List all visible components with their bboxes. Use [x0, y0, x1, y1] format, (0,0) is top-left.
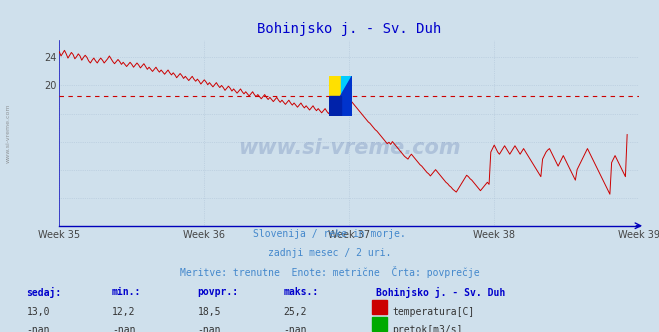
- Text: Meritve: trenutne  Enote: metrične  Črta: povprečje: Meritve: trenutne Enote: metrične Črta: …: [180, 266, 479, 278]
- Text: -nan: -nan: [26, 325, 50, 332]
- Text: Slovenija / reke in morje.: Slovenija / reke in morje.: [253, 229, 406, 239]
- Text: -nan: -nan: [112, 325, 136, 332]
- Text: povpr.:: povpr.:: [198, 288, 239, 297]
- Polygon shape: [341, 76, 352, 116]
- Text: www.si-vreme.com: www.si-vreme.com: [6, 103, 11, 163]
- Text: 12,2: 12,2: [112, 306, 136, 316]
- Polygon shape: [341, 76, 352, 96]
- Text: sedaj:: sedaj:: [26, 288, 61, 298]
- Text: www.si-vreme.com: www.si-vreme.com: [238, 138, 461, 158]
- Text: temperatura[C]: temperatura[C]: [392, 306, 474, 316]
- Bar: [372, 300, 387, 314]
- Text: 25,2: 25,2: [283, 306, 307, 316]
- Text: zadnji mesec / 2 uri.: zadnji mesec / 2 uri.: [268, 248, 391, 258]
- Text: 13,0: 13,0: [26, 306, 50, 316]
- Text: min.:: min.:: [112, 288, 142, 297]
- Text: 18,5: 18,5: [198, 306, 221, 316]
- Text: pretok[m3/s]: pretok[m3/s]: [392, 325, 463, 332]
- Text: -nan: -nan: [198, 325, 221, 332]
- Bar: [372, 317, 387, 331]
- Text: Bohinjsko j. - Sv. Duh: Bohinjsko j. - Sv. Duh: [376, 288, 505, 298]
- Text: -nan: -nan: [283, 325, 307, 332]
- Polygon shape: [329, 96, 341, 116]
- Title: Bohinjsko j. - Sv. Duh: Bohinjsko j. - Sv. Duh: [257, 22, 442, 36]
- Text: maks.:: maks.:: [283, 288, 318, 297]
- Polygon shape: [329, 76, 341, 96]
